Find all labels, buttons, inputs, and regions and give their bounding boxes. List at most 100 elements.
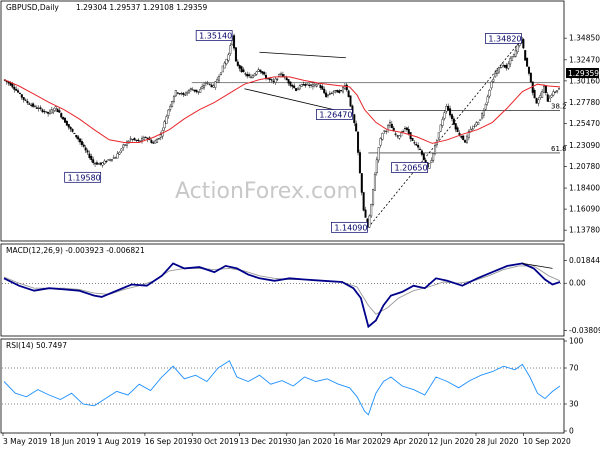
rsi-tick-label: 100 bbox=[569, 337, 584, 346]
candle-body bbox=[253, 73, 256, 77]
rsi-line bbox=[3, 360, 561, 416]
time-tick-label: 29 Apr 2020 bbox=[381, 437, 428, 446]
candle-body bbox=[268, 78, 271, 80]
candle-body bbox=[131, 139, 134, 141]
candle-body bbox=[377, 147, 380, 161]
candle-body bbox=[332, 91, 335, 93]
candle-body bbox=[289, 81, 292, 86]
candle-body bbox=[325, 92, 328, 98]
candle-body bbox=[86, 150, 89, 153]
candle-body bbox=[15, 89, 18, 91]
candle-body bbox=[295, 88, 298, 91]
time-tick-label: 10 Sep 2020 bbox=[523, 437, 571, 446]
candle-body bbox=[71, 128, 74, 132]
candle-body bbox=[328, 93, 331, 95]
candle-body bbox=[248, 74, 251, 77]
candle-body bbox=[251, 75, 254, 79]
candle-body bbox=[349, 95, 352, 107]
candle-body bbox=[481, 113, 484, 119]
candle-body bbox=[176, 92, 179, 94]
candle-body bbox=[88, 153, 91, 158]
candle-body bbox=[184, 93, 187, 96]
last-price-label: 1.29359 bbox=[568, 69, 599, 78]
candle-body bbox=[524, 50, 527, 61]
candle-body bbox=[64, 117, 67, 123]
time-tick-label: 28 Jul 2020 bbox=[476, 437, 519, 446]
candle-body bbox=[233, 35, 236, 49]
candle-body bbox=[512, 53, 515, 57]
candle-body bbox=[227, 54, 230, 61]
candle-body bbox=[362, 192, 365, 211]
candle-body bbox=[242, 69, 245, 73]
candle-body bbox=[499, 67, 502, 69]
candle-body bbox=[80, 141, 83, 145]
rsi-label: RSI(14) 50.7497 bbox=[6, 341, 67, 350]
candle-body bbox=[548, 97, 551, 103]
price-tick-label: 1.20780 bbox=[569, 162, 600, 171]
candle-body bbox=[255, 71, 258, 75]
symbol-header: GBPUSD,Daily bbox=[6, 3, 59, 12]
candle-body bbox=[556, 90, 559, 92]
candle-body bbox=[122, 144, 125, 149]
candle-body bbox=[201, 86, 204, 89]
candle-body bbox=[402, 131, 405, 133]
candle-body bbox=[533, 89, 536, 99]
candle-body bbox=[358, 152, 361, 174]
candle-body bbox=[360, 173, 363, 193]
candle-body bbox=[398, 135, 401, 139]
price-tick-label: 1.34850 bbox=[569, 34, 600, 43]
candle-body bbox=[285, 77, 288, 81]
candle-body bbox=[355, 123, 358, 132]
candle-body bbox=[152, 142, 155, 144]
candle-body bbox=[124, 144, 127, 146]
candle-body bbox=[219, 72, 222, 76]
time-tick-label: 13 Dec 2019 bbox=[240, 437, 288, 446]
candle-body bbox=[306, 83, 309, 86]
candle-body bbox=[112, 157, 115, 159]
time-tick-label: 30 Jan 2020 bbox=[287, 437, 332, 446]
candle-body bbox=[403, 128, 406, 130]
candle-body bbox=[165, 116, 168, 124]
macd-panel-frame bbox=[0, 243, 565, 337]
time-tick-label: 1 Aug 2019 bbox=[98, 437, 141, 446]
candle-body bbox=[139, 140, 142, 142]
price-tick-label: 1.27780 bbox=[569, 98, 600, 107]
candle-body bbox=[276, 78, 279, 80]
candle-body bbox=[141, 137, 144, 141]
candle-body bbox=[204, 82, 207, 85]
rsi-panel-frame bbox=[0, 338, 565, 434]
candle-body bbox=[379, 138, 382, 146]
candle-body bbox=[41, 109, 44, 113]
candle-body bbox=[137, 139, 140, 142]
candle-body bbox=[541, 91, 544, 98]
candle-body bbox=[539, 95, 542, 99]
candle-body bbox=[385, 130, 388, 132]
candle-body bbox=[159, 134, 162, 138]
candle-body bbox=[467, 131, 470, 139]
time-tick-label: 16 Mar 2020 bbox=[334, 437, 382, 446]
candle-body bbox=[47, 111, 50, 114]
candle-body bbox=[174, 90, 177, 97]
candle-body bbox=[390, 123, 393, 129]
candle-body bbox=[326, 94, 329, 96]
candle-body bbox=[191, 89, 194, 91]
candle-body bbox=[345, 84, 348, 91]
fib-level-label: 38.2 bbox=[551, 103, 567, 111]
candle-body bbox=[445, 105, 448, 112]
candle-body bbox=[144, 136, 147, 138]
candle-body bbox=[298, 85, 301, 90]
candle-body bbox=[387, 125, 390, 130]
candle-body bbox=[456, 127, 459, 133]
candle-body bbox=[342, 87, 345, 93]
candle-body bbox=[270, 79, 273, 81]
rsi-tick-label: 30 bbox=[569, 400, 579, 409]
candle-body bbox=[537, 99, 540, 104]
candle-body bbox=[197, 91, 200, 93]
candle-body bbox=[75, 134, 78, 138]
candle-body bbox=[32, 103, 35, 107]
time-axis: 3 May 2019 18 Jun 2019 1 Aug 2019 16 Sep 20… bbox=[2, 433, 571, 446]
candle-body bbox=[300, 84, 303, 87]
candle-body bbox=[73, 132, 76, 134]
candle-body bbox=[142, 136, 145, 140]
